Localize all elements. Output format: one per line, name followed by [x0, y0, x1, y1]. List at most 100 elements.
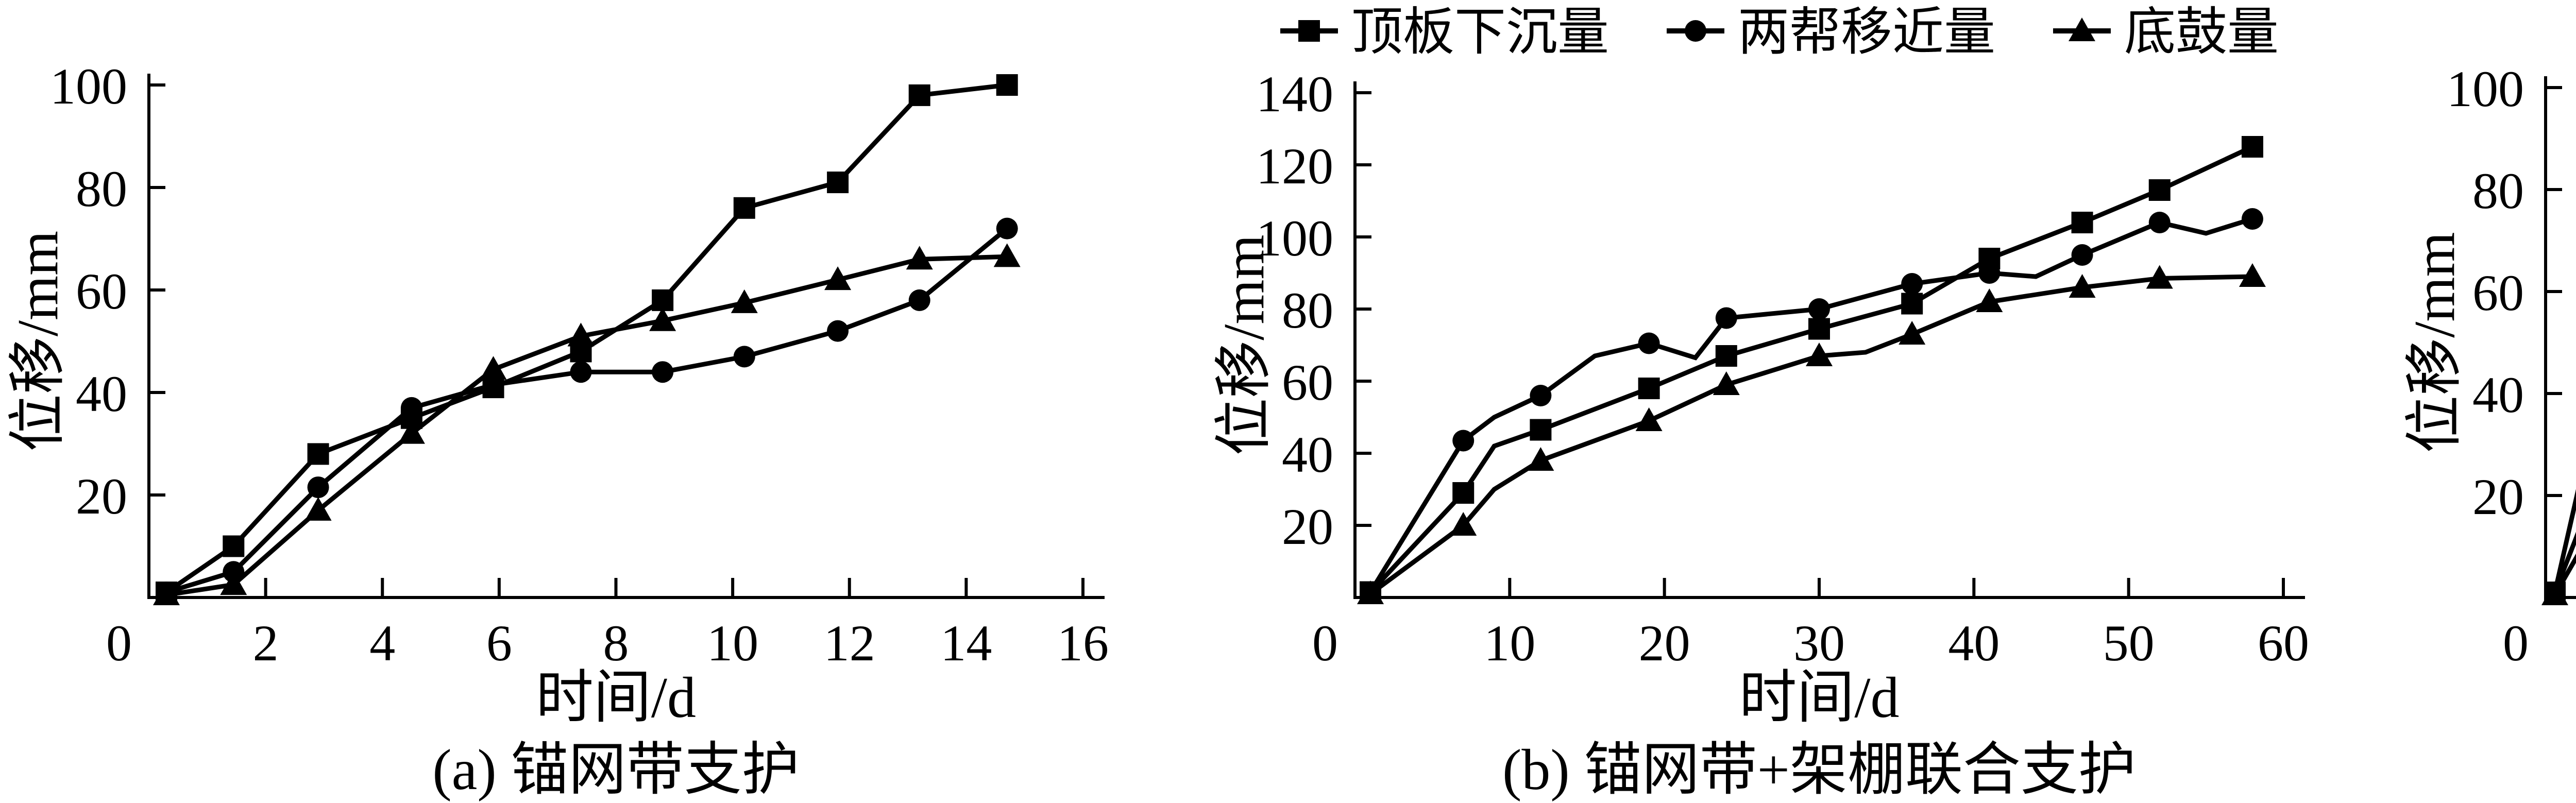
- series-circle: [155, 217, 1018, 604]
- x-axis-title: 时间/d: [536, 666, 696, 730]
- data-point-marker: [1715, 307, 1737, 329]
- data-point-marker: [2148, 212, 2171, 233]
- y-tick-label: 140: [1256, 65, 1333, 123]
- y-tick-label: 80: [76, 160, 127, 217]
- x-tick-label: 6: [486, 614, 512, 672]
- data-point-marker: [1635, 407, 1663, 431]
- data-point-marker: [649, 307, 676, 331]
- x-axis-title: 时间/d: [1739, 666, 1899, 730]
- data-point-marker: [2241, 136, 2263, 158]
- y-tick-label: 60: [2472, 264, 2524, 321]
- data-point-marker: [824, 266, 852, 291]
- data-point-marker: [570, 361, 592, 383]
- legend-triangle-icon: [2069, 18, 2095, 41]
- y-axis-title: 位移/mm: [2403, 232, 2467, 453]
- data-point-marker: [908, 84, 930, 106]
- data-point-marker: [2148, 179, 2171, 201]
- data-point-marker: [2541, 582, 2568, 606]
- data-point-marker: [1638, 378, 1660, 399]
- data-point-marker: [993, 243, 1021, 267]
- data-point-marker: [400, 397, 422, 419]
- x-tick-label: 20: [1639, 614, 1690, 672]
- data-point-marker: [1978, 262, 2001, 284]
- data-point-marker: [307, 476, 329, 499]
- data-point-marker: [652, 361, 674, 383]
- data-point-marker: [908, 289, 930, 311]
- data-point-marker: [827, 320, 849, 342]
- y-tick-label: 100: [1256, 210, 1333, 267]
- x-tick-label: 0: [1312, 614, 1338, 672]
- x-tick-label: 50: [2103, 614, 2155, 672]
- x-tick-label: 12: [824, 614, 875, 672]
- y-tick-label: 60: [76, 263, 127, 320]
- x-tick-label: 2: [253, 614, 279, 672]
- data-point-marker: [1976, 288, 2003, 312]
- data-point-marker: [304, 497, 332, 521]
- legend-item-label: 两帮移近量: [1738, 4, 1995, 61]
- data-point-marker: [1901, 273, 1923, 295]
- legend-square-icon: [1298, 20, 1320, 42]
- x-tick-label: 40: [1948, 614, 1999, 672]
- chart-caption: (b) 锚网带+架棚联合支护: [1502, 738, 2136, 802]
- data-point-marker: [567, 322, 595, 347]
- data-point-marker: [996, 74, 1018, 96]
- y-tick-label: 40: [1282, 426, 1333, 483]
- data-point-marker: [827, 172, 849, 194]
- data-point-marker: [1452, 482, 1475, 504]
- y-tick-label: 20: [2472, 468, 2524, 525]
- x-tick-label: 14: [940, 614, 992, 672]
- x-tick-label: 10: [1484, 614, 1535, 672]
- series-square: [1360, 136, 2263, 603]
- data-point-marker: [1713, 371, 1740, 395]
- data-point-marker: [996, 217, 1018, 240]
- data-point-marker: [1450, 512, 1477, 536]
- data-point-marker: [2239, 263, 2266, 287]
- data-point-marker: [2069, 274, 2096, 298]
- chart-c: 02040608010020406080100时间/d位移/mm(c) 注浆+联…: [2403, 60, 2576, 672]
- y-tick-label: 80: [2472, 162, 2524, 219]
- x-tick-label: 30: [1793, 614, 1845, 672]
- data-point-marker: [733, 197, 755, 219]
- y-tick-label: 20: [76, 468, 127, 525]
- series-circle: [1360, 208, 2263, 603]
- x-tick-label: 16: [1057, 614, 1109, 672]
- y-tick-label: 100: [50, 58, 127, 115]
- legend-item-circle: 两帮移近量: [1667, 4, 1995, 61]
- data-point-marker: [480, 356, 507, 380]
- y-tick-label: 80: [1282, 282, 1333, 339]
- x-tick-label: 0: [2503, 614, 2529, 672]
- y-tick-label: 40: [76, 365, 127, 422]
- legend-item-square: 顶板下沉量: [1280, 4, 1609, 61]
- data-point-marker: [398, 420, 425, 444]
- y-tick-label: 120: [1256, 138, 1333, 195]
- legend-item-label: 顶板下沉量: [1351, 4, 1609, 61]
- y-axis-title: 位移/mm: [6, 231, 70, 452]
- chart-caption: (a) 锚网带支护: [432, 738, 799, 802]
- y-tick-label: 60: [1282, 354, 1333, 411]
- x-tick-label: 4: [369, 614, 395, 672]
- chart-a: 0 2 4 6 8 10 12 14 16 20 40 60 80 100 时间/d 位移/mm (a) 锚网带…: [6, 58, 1109, 802]
- legend-circle-icon: [1685, 20, 1706, 42]
- data-point-marker: [1357, 580, 1384, 604]
- data-point-marker: [1452, 430, 1475, 452]
- y-tick-label: 40: [2472, 366, 2524, 423]
- data-point-marker: [1530, 385, 1552, 406]
- y-tick-label: 20: [1282, 498, 1333, 555]
- data-point-marker: [1527, 447, 1554, 471]
- x-tick-label: 60: [2258, 614, 2309, 672]
- data-point-marker: [2071, 244, 2093, 266]
- data-point-marker: [2241, 208, 2263, 230]
- data-point-marker: [731, 289, 758, 313]
- series-triangle: [2541, 553, 2576, 606]
- chart-b: 0 10 20 30 40 50 60 20 40 60 80 100 120 140 时间/d 位移/mm (…: [1212, 65, 2309, 802]
- data-point-marker: [1901, 293, 1923, 315]
- x-tick-label: 8: [603, 614, 629, 672]
- data-point-marker: [2146, 265, 2173, 289]
- series-triangle: [152, 243, 1021, 606]
- x-tick-label: 10: [707, 614, 758, 672]
- y-tick-label: 100: [2447, 60, 2524, 117]
- series-line: [1368, 144, 2253, 594]
- y-axis-title: 位移/mm: [1212, 234, 1276, 455]
